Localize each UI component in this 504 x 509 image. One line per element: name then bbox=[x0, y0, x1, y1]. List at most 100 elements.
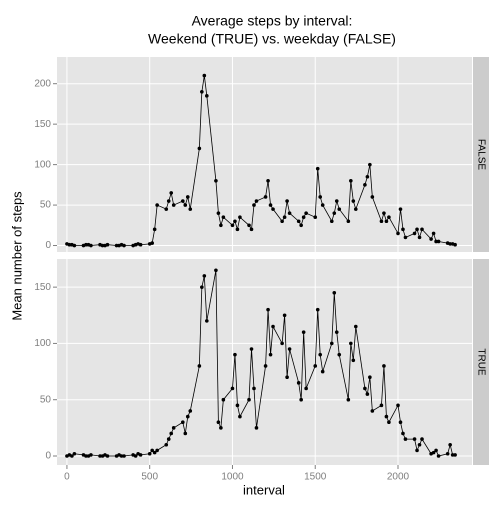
data-point bbox=[334, 330, 339, 334]
data-point bbox=[337, 207, 342, 211]
y-axis-label: Mean number of steps bbox=[9, 191, 24, 321]
data-point bbox=[417, 235, 422, 240]
data-point bbox=[280, 219, 284, 224]
facet-label: TRUE bbox=[475, 348, 486, 376]
data-point bbox=[431, 231, 436, 236]
data-point bbox=[72, 451, 77, 456]
data-point bbox=[280, 341, 284, 346]
data-point bbox=[417, 442, 422, 447]
data-point bbox=[249, 347, 254, 351]
y-tick-label: 200 bbox=[34, 78, 51, 89]
data-point bbox=[84, 454, 88, 458]
data-point bbox=[263, 195, 268, 199]
data-point bbox=[105, 242, 110, 247]
data-point bbox=[216, 211, 221, 215]
data-point bbox=[365, 174, 370, 179]
data-point bbox=[349, 178, 353, 183]
data-point bbox=[445, 451, 450, 456]
data-point bbox=[70, 454, 74, 458]
panel-background bbox=[57, 259, 472, 465]
data-point bbox=[169, 191, 174, 195]
data-point bbox=[304, 211, 308, 215]
data-point bbox=[304, 386, 308, 391]
data-point bbox=[318, 352, 323, 357]
data-point bbox=[420, 227, 424, 232]
data-point bbox=[89, 453, 93, 457]
data-point bbox=[379, 219, 384, 224]
data-point bbox=[164, 207, 169, 211]
data-point bbox=[249, 227, 254, 232]
data-point bbox=[67, 242, 72, 247]
data-point bbox=[122, 243, 126, 248]
data-point bbox=[205, 319, 209, 323]
data-point bbox=[266, 178, 270, 183]
chart-title: Weekend (TRUE) vs. weekday (FALSE) bbox=[148, 31, 396, 47]
data-point bbox=[384, 219, 389, 224]
data-point bbox=[396, 231, 400, 236]
data-point bbox=[114, 243, 119, 248]
data-point bbox=[230, 223, 235, 228]
data-point bbox=[221, 215, 226, 220]
data-point bbox=[318, 195, 323, 199]
data-point bbox=[353, 324, 358, 329]
data-point bbox=[296, 219, 301, 224]
data-point bbox=[89, 243, 93, 248]
data-point bbox=[329, 341, 334, 346]
data-point bbox=[370, 195, 375, 199]
y-tick-label: 0 bbox=[45, 240, 51, 251]
data-point bbox=[171, 203, 176, 207]
y-tick-label: 150 bbox=[34, 119, 51, 130]
data-point bbox=[363, 386, 367, 391]
data-point bbox=[287, 211, 292, 215]
data-point bbox=[150, 241, 154, 245]
data-point bbox=[122, 454, 126, 458]
data-point bbox=[299, 397, 303, 402]
data-point bbox=[282, 313, 287, 318]
data-point bbox=[453, 453, 457, 457]
data-point bbox=[301, 330, 306, 334]
data-point bbox=[214, 268, 218, 273]
data-point bbox=[337, 352, 342, 357]
data-point bbox=[183, 203, 188, 207]
panel-background bbox=[57, 57, 472, 252]
facet-strip bbox=[473, 57, 489, 252]
data-point bbox=[169, 431, 174, 436]
data-point bbox=[100, 243, 105, 248]
data-point bbox=[436, 239, 441, 244]
y-tick-label: 100 bbox=[34, 159, 51, 170]
data-point bbox=[252, 386, 256, 391]
data-point bbox=[185, 414, 190, 419]
y-tick-label: 50 bbox=[40, 200, 52, 211]
data-point bbox=[315, 307, 320, 312]
data-point bbox=[166, 199, 171, 203]
data-point bbox=[431, 450, 436, 455]
data-point bbox=[351, 199, 356, 203]
data-point bbox=[320, 369, 325, 374]
data-point bbox=[216, 420, 221, 425]
data-point bbox=[219, 223, 223, 228]
y-tick-label: 0 bbox=[45, 451, 51, 462]
data-point bbox=[379, 403, 384, 408]
data-point bbox=[453, 242, 457, 247]
data-point bbox=[233, 219, 237, 224]
data-point bbox=[268, 352, 273, 357]
data-point bbox=[188, 409, 193, 413]
data-point bbox=[235, 403, 240, 408]
data-point bbox=[448, 242, 452, 246]
data-point bbox=[164, 442, 169, 447]
data-point bbox=[105, 454, 110, 458]
data-point bbox=[268, 203, 273, 207]
facet-strip bbox=[473, 259, 489, 465]
data-point bbox=[368, 375, 372, 379]
data-point bbox=[448, 442, 452, 447]
x-tick-label: 1000 bbox=[221, 472, 244, 483]
data-point bbox=[155, 203, 159, 207]
data-point bbox=[221, 397, 226, 402]
data-point bbox=[252, 203, 256, 207]
facet-label: FALSE bbox=[475, 139, 486, 170]
data-point bbox=[185, 195, 190, 199]
data-point bbox=[436, 454, 441, 458]
data-point bbox=[247, 397, 251, 402]
data-point bbox=[320, 203, 325, 207]
data-point bbox=[254, 426, 259, 430]
